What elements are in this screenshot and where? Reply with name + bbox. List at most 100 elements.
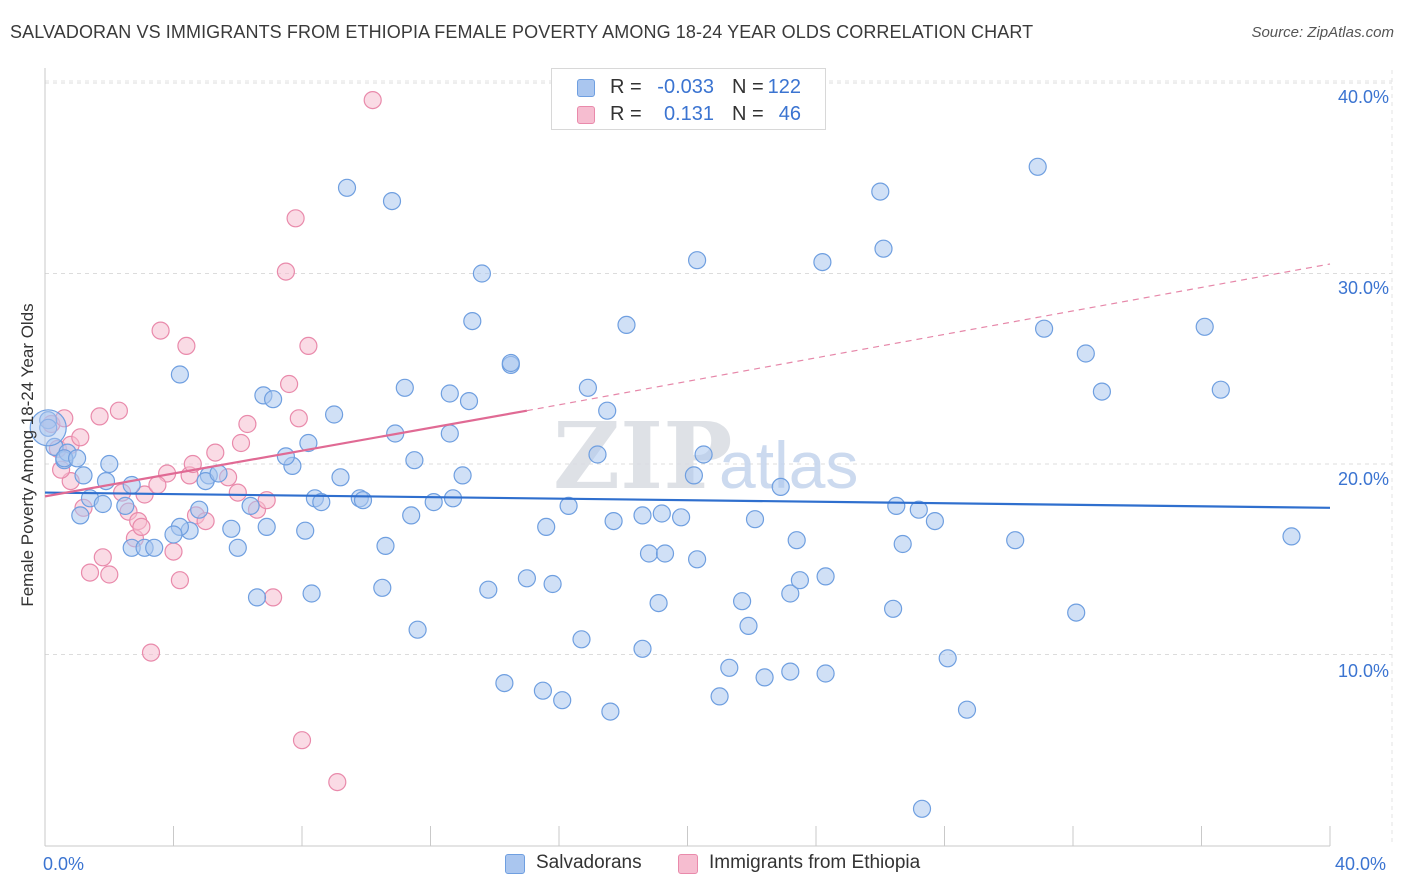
point-series-salv-96 xyxy=(893,534,912,554)
point-series-eth-25 xyxy=(231,433,251,453)
point-series-eth-23 xyxy=(206,443,225,462)
point-series-salv-105 xyxy=(1034,319,1054,338)
point-series-salv-43 xyxy=(405,451,424,470)
source-label: Source: ZipAtlas.com xyxy=(1251,24,1394,41)
point-series-salv-51 xyxy=(472,264,491,283)
point-series-eth-32 xyxy=(286,209,305,228)
point-series-salv-70 xyxy=(633,506,652,525)
point-series-salv-83 xyxy=(755,668,774,687)
point-series-salv-12 xyxy=(116,496,135,515)
point-series-salv-56 xyxy=(533,681,553,700)
point-series-salv-65 xyxy=(601,702,620,721)
point-series-salv-102 xyxy=(957,700,977,719)
point-series-salv-121 xyxy=(302,584,321,603)
point-series-eth-17 xyxy=(164,542,183,561)
point-series-salv-86 xyxy=(781,584,800,603)
trend-ethiopia-dashed xyxy=(526,263,1331,412)
point-series-salv-40 xyxy=(395,378,414,397)
point-series-salv-58 xyxy=(543,574,562,594)
legend-swatch-pink xyxy=(577,106,595,124)
legend-swatch-salvadorans xyxy=(505,854,525,874)
point-series-salv-116 xyxy=(145,538,164,557)
point-series-salv-34 xyxy=(325,405,344,424)
point-series-salv-87 xyxy=(787,531,806,550)
point-series-salv-16 xyxy=(190,500,209,519)
point-series-salv-104 xyxy=(1028,157,1047,176)
point-series-salv-107 xyxy=(1076,344,1095,363)
point-cluster-large xyxy=(29,409,67,447)
point-series-salv-99 xyxy=(909,500,928,519)
n-value: 46 xyxy=(778,103,801,125)
axes xyxy=(44,68,1331,847)
point-series-salv-69 xyxy=(639,544,659,563)
point-series-salv-106 xyxy=(1067,603,1086,622)
r-label: R = xyxy=(610,103,642,125)
point-series-eth-18 xyxy=(170,571,189,590)
gridlines xyxy=(45,70,1393,845)
y-axis-label: Female Poverty Among 18-24 Year Olds xyxy=(18,303,37,607)
point-series-eth-31 xyxy=(280,374,299,394)
point-series-salv-72 xyxy=(655,544,675,563)
y-tick-40: 40.0% xyxy=(1338,87,1390,107)
point-series-salv-78 xyxy=(687,251,707,270)
point-series-salv-77 xyxy=(694,445,713,464)
series-legend: Salvadorans Immigrants from Ethiopia xyxy=(0,851,1406,877)
point-series-salv-50 xyxy=(463,312,482,331)
point-series-salv-75 xyxy=(684,466,704,485)
point-series-eth-19 xyxy=(177,336,196,355)
point-series-salv-1 xyxy=(39,418,58,437)
point-series-salv-103 xyxy=(1006,531,1025,550)
point-series-eth-42 xyxy=(132,517,151,537)
point-series-salv-5 xyxy=(74,466,93,485)
point-series-salv-11 xyxy=(93,494,112,514)
point-series-salv-38 xyxy=(373,578,392,597)
point-series-salv-92 xyxy=(813,253,832,272)
point-series-salv-93 xyxy=(871,182,890,201)
point-series-eth-40 xyxy=(71,428,90,447)
point-series-salv-31 xyxy=(299,433,318,453)
point-series-salv-94 xyxy=(874,239,893,258)
point-series-eth-30 xyxy=(276,262,295,281)
point-series-salv-15 xyxy=(170,365,189,384)
point-series-salv-95 xyxy=(883,599,903,618)
r-value: -0.033 xyxy=(657,76,714,98)
point-series-salv-76 xyxy=(687,550,707,569)
n-label: N = xyxy=(732,103,764,125)
point-series-eth-8 xyxy=(100,565,119,584)
point-series-eth-9 xyxy=(109,401,129,420)
point-series-salv-108 xyxy=(1092,382,1112,401)
point-series-salv-59 xyxy=(553,691,572,710)
point-series-eth-35 xyxy=(299,336,318,355)
point-series-salv-88 xyxy=(790,571,810,590)
point-series-salv-110 xyxy=(1211,380,1230,399)
point-series-salv-61 xyxy=(572,630,591,649)
point-series-eth-26 xyxy=(238,414,257,434)
point-series-salv-117 xyxy=(100,454,119,474)
n-label: N = xyxy=(732,76,764,98)
point-series-salv-63 xyxy=(588,445,607,464)
point-series-salv-114 xyxy=(501,353,520,373)
point-series-salv-22 xyxy=(222,519,241,538)
point-series-salv-30 xyxy=(296,521,315,540)
point-series-eth-29 xyxy=(264,588,283,607)
point-series-salv-39 xyxy=(376,536,395,556)
point-series-eth-34 xyxy=(292,731,312,750)
point-series-eth-6 xyxy=(90,407,109,426)
n-value: 122 xyxy=(767,76,801,98)
point-series-salv-55 xyxy=(517,569,537,588)
point-series-salv-46 xyxy=(440,384,459,403)
legend-label-ethiopia: Immigrants from Ethiopia xyxy=(709,852,921,873)
point-series-eth-7 xyxy=(93,548,112,567)
legend-label-salvadorans: Salvadorans xyxy=(536,852,642,873)
point-series-eth-33 xyxy=(289,409,308,428)
point-series-salv-48 xyxy=(453,466,472,485)
point-series-salv-73 xyxy=(652,504,671,523)
point-series-salv-84 xyxy=(745,510,765,529)
point-series-salv-111 xyxy=(1282,527,1301,546)
point-series-salv-44 xyxy=(408,620,427,639)
point-series-salv-109 xyxy=(1195,317,1214,336)
point-series-salv-97 xyxy=(887,496,906,515)
point-series-salv-57 xyxy=(537,517,556,537)
point-series-salv-37 xyxy=(353,491,373,510)
point-series-salv-53 xyxy=(495,673,514,693)
